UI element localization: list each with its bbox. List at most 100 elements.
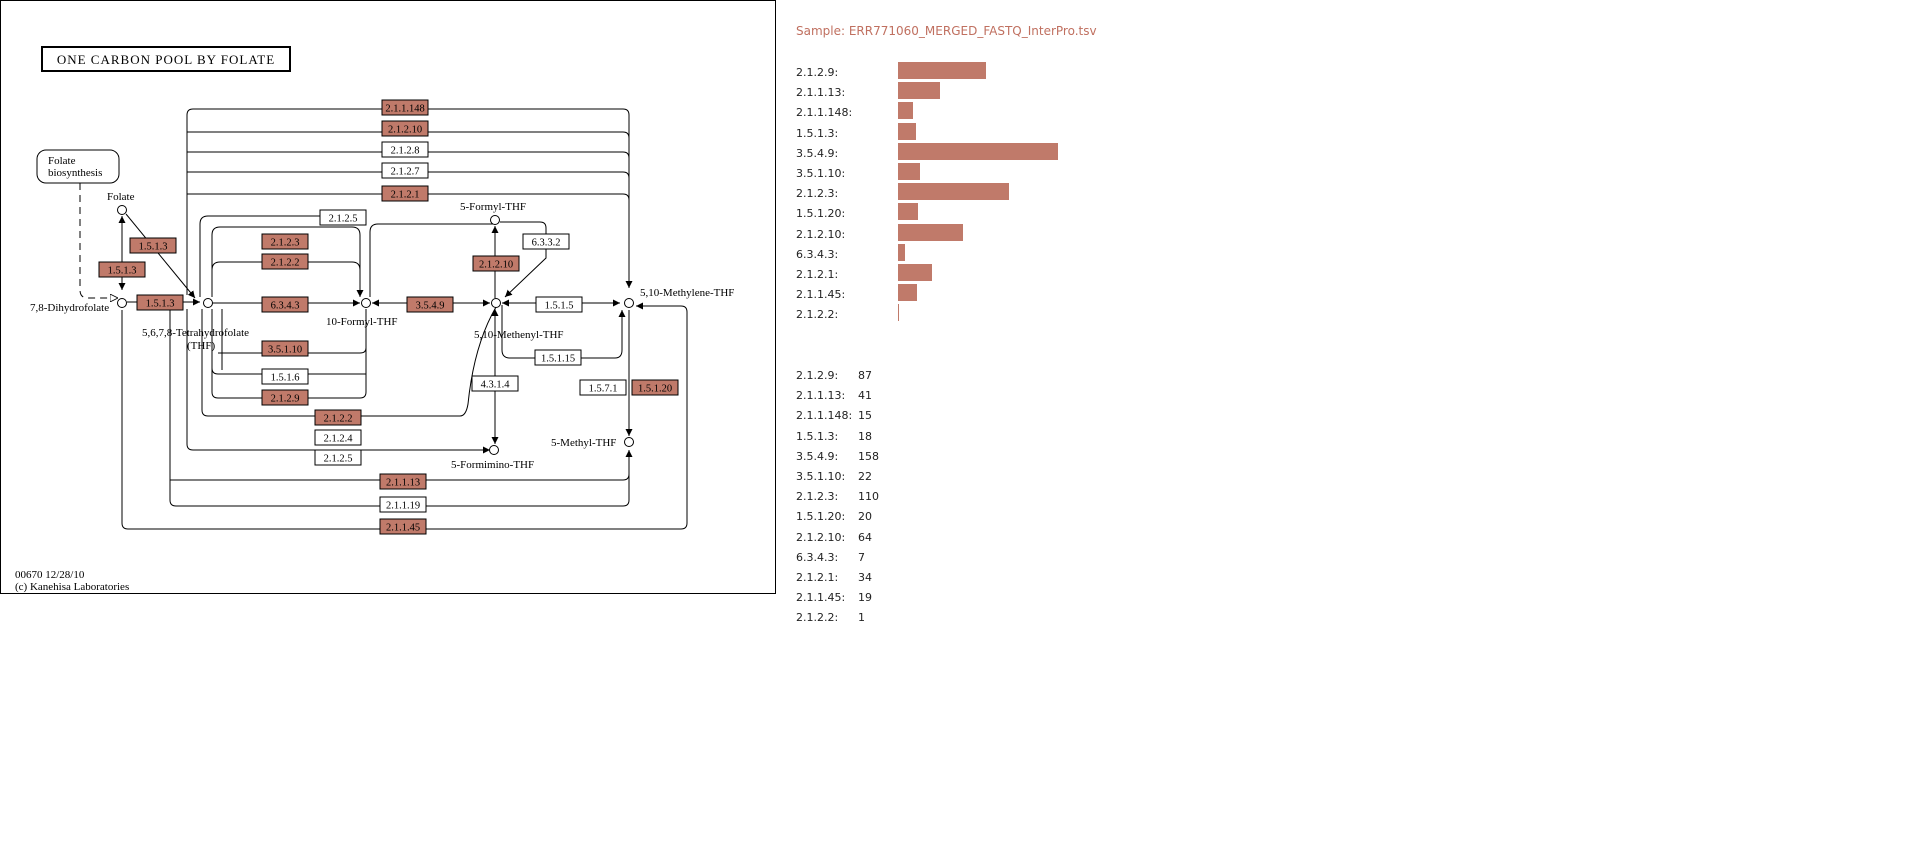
- bar: [898, 142, 1058, 160]
- enzyme-box-2-1-2-2[interactable]: 2.1.2.2: [314, 409, 362, 426]
- bar-row: 1.5.1.3:: [796, 122, 1096, 143]
- bar: [898, 62, 987, 79]
- bar-row: 3.5.4.9:: [796, 142, 1096, 163]
- count-value: 34: [858, 570, 872, 584]
- enzyme-box-rect: [136, 294, 184, 311]
- enzyme-box-1-5-1-3[interactable]: 1.5.1.3: [129, 237, 177, 254]
- enzyme-box-label: 2.1.2.4: [324, 434, 354, 445]
- enzyme-box-2-1-2-4[interactable]: 2.1.2.4: [314, 429, 362, 446]
- methyl5-label: 5-Methyl-THF: [551, 437, 616, 449]
- bar-row: 2.1.2.1:: [796, 263, 1096, 284]
- count-value: 7: [858, 550, 865, 564]
- enzyme-box-rect: [522, 233, 570, 250]
- enzyme-box-1-5-1-6[interactable]: 1.5.1.6: [261, 368, 309, 385]
- map-footer-id: 00670 12/28/10: [15, 569, 85, 581]
- enzyme-box-label: 2.1.2.9: [271, 394, 300, 405]
- enzyme-bar-chart: 2.1.2.9: 2.1.1.13: 2.1.1.148: 1.5.1.3: 3.5.4…: [796, 62, 1096, 324]
- enzyme-box-1-5-1-15[interactable]: 1.5.1.15: [534, 349, 582, 366]
- enzyme-box-label: 2.1.2.3: [271, 238, 300, 249]
- count-row: 2.1.2.9: 87: [796, 366, 996, 386]
- bar-label: 2.1.2.10:: [796, 227, 846, 241]
- enzyme-box-2-1-2-1[interactable]: 2.1.2.1: [381, 185, 429, 202]
- enzyme-box-label: 2.1.2.5: [329, 214, 358, 225]
- bar: [898, 162, 921, 180]
- thf-label-1: 5,6,7,8-Tetrahydrofolate: [142, 327, 249, 339]
- enzyme-box-6-3-4-3[interactable]: 6.3.4.3: [261, 296, 309, 313]
- bar: [898, 122, 917, 140]
- count-label: 6.3.4.3:: [796, 550, 839, 564]
- bar-row: 3.5.1.10:: [796, 162, 1096, 183]
- enzyme-box-2-1-1-13[interactable]: 2.1.1.13: [379, 473, 427, 490]
- enzyme-box-label: 2.1.2.5: [324, 454, 353, 465]
- count-value: 64: [858, 530, 872, 544]
- count-value: 19: [858, 591, 872, 605]
- enzyme-box-2-1-1-45[interactable]: 2.1.1.45: [379, 518, 427, 535]
- formyl5-node[interactable]: [490, 215, 500, 225]
- bar: [898, 102, 914, 120]
- thf-node[interactable]: [203, 298, 213, 308]
- count-row: 2.1.1.45: 19: [796, 588, 996, 608]
- enzyme-box-2-1-2-7[interactable]: 2.1.2.7: [381, 162, 429, 179]
- enzyme-box-rect: [261, 389, 309, 406]
- enzyme-box-2-1-2-2[interactable]: 2.1.2.2: [261, 253, 309, 270]
- enzyme-box-1-5-7-1[interactable]: 1.5.7.1: [579, 379, 627, 396]
- enzyme-box-rect: [472, 255, 520, 272]
- enzyme-box-rect: [379, 473, 427, 490]
- enzyme-box-6-3-3-2[interactable]: 6.3.3.2: [522, 233, 570, 250]
- enzyme-box-2-1-2-8[interactable]: 2.1.2.8: [381, 141, 429, 158]
- enzyme-box-rect: [379, 518, 427, 535]
- enzyme-box-2-1-2-3[interactable]: 2.1.2.3: [261, 233, 309, 250]
- bar: [898, 82, 940, 100]
- enzyme-box-1-5-1-5[interactable]: 1.5.1.5: [535, 296, 583, 313]
- count-label: 2.1.2.9:: [796, 369, 839, 382]
- enzyme-box-3-5-4-9[interactable]: 3.5.4.9: [406, 296, 454, 313]
- sample-title: Sample: ERR771060_MERGED_FASTQ_InterPro.…: [796, 24, 1097, 38]
- enzyme-box-rect: [381, 120, 429, 137]
- enzyme-box-rect: [379, 496, 427, 513]
- enzyme-count-list: 2.1.2.9: 87 2.1.1.13: 41 2.1.1.148: 15 1.5.1.3…: [796, 366, 996, 628]
- enzyme-box-2-1-2-10[interactable]: 2.1.2.10: [381, 120, 429, 137]
- enzyme-box-rect: [314, 449, 362, 466]
- folate-biosynthesis-map[interactable]: Folate biosynthesis: [36, 149, 120, 184]
- folate-node[interactable]: [117, 205, 127, 215]
- enzyme-box-1-5-1-20[interactable]: 1.5.1.20: [631, 379, 679, 396]
- bar-label: 2.1.1.148:: [796, 106, 853, 120]
- map-frame: [0, 0, 776, 594]
- count-label: 2.1.2.2:: [796, 611, 839, 625]
- count-value: 22: [858, 469, 872, 483]
- enzyme-box-2-1-2-5[interactable]: 2.1.2.5: [319, 209, 367, 226]
- compound-labels: Folate 7,8-Dihydrofolate 5,6,7,8-Tetrahy…: [30, 191, 734, 471]
- bar-label: 1.5.1.20:: [796, 207, 846, 221]
- enzyme-box-2-1-1-148[interactable]: 2.1.1.148: [381, 99, 429, 116]
- count-label: 1.5.1.3:: [796, 429, 839, 443]
- enzyme-box-label: 3.5.4.9: [416, 301, 445, 312]
- dhf-node[interactable]: [117, 298, 127, 308]
- count-value: 20: [858, 510, 872, 524]
- bar-label: 3.5.4.9:: [796, 146, 839, 160]
- enzyme-box-1-5-1-3[interactable]: 1.5.1.3: [136, 294, 184, 311]
- enzyme-box-label: 2.1.2.10: [479, 260, 513, 271]
- enzyme-box-4-3-1-4[interactable]: 4.3.1.4: [471, 375, 519, 392]
- enzyme-box-2-1-1-19[interactable]: 2.1.1.19: [379, 496, 427, 513]
- formimino-node[interactable]: [489, 445, 499, 455]
- thf-label-2: (THF): [187, 340, 215, 352]
- enzyme-box-2-1-2-9[interactable]: 2.1.2.9: [261, 389, 309, 406]
- bar: [898, 304, 899, 322]
- count-label: 3.5.4.9:: [796, 449, 839, 463]
- enzyme-box-label: 2.1.2.2: [271, 258, 300, 269]
- enzyme-box-label: 3.5.1.10: [268, 345, 302, 356]
- enzyme-box-2-1-2-5[interactable]: 2.1.2.5: [314, 449, 362, 466]
- enzyme-box-label: 2.1.1.45: [386, 523, 420, 534]
- enzyme-box-rect: [471, 375, 519, 392]
- methylene-node[interactable]: [624, 298, 634, 308]
- enzyme-box-3-5-1-10[interactable]: 3.5.1.10: [261, 340, 309, 357]
- enzyme-box-2-1-2-10[interactable]: 2.1.2.10: [472, 255, 520, 272]
- count-label: 2.1.1.13:: [796, 389, 846, 403]
- formyl10-node[interactable]: [361, 298, 371, 308]
- count-row: 3.5.1.10: 22: [796, 467, 996, 487]
- methyl5-node[interactable]: [624, 437, 634, 447]
- enzyme-box-label: 2.1.2.1: [391, 190, 420, 201]
- enzyme-box-1-5-1-3[interactable]: 1.5.1.3: [98, 261, 146, 278]
- methenyl-node[interactable]: [491, 298, 501, 308]
- bar-label: 2.1.1.45:: [796, 288, 846, 302]
